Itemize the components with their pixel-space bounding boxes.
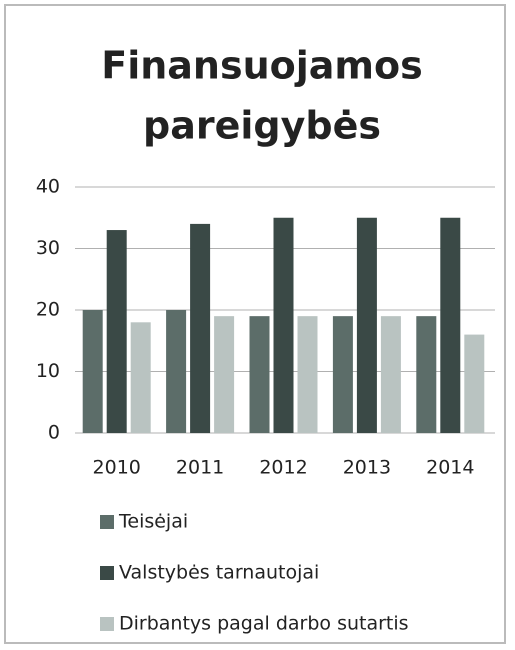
- chart-title: Finansuojamos: [101, 44, 423, 88]
- y-tick-label: 0: [48, 422, 60, 444]
- bar: [440, 217, 461, 433]
- bar: [190, 223, 211, 433]
- y-tick-label: 10: [36, 360, 60, 382]
- x-tick-label: 2010: [93, 457, 141, 479]
- x-tick-label: 2014: [426, 457, 474, 479]
- legend-label: Dirbantys pagal darbo sutartis: [119, 613, 409, 635]
- bar: [82, 310, 103, 433]
- legend-swatch: [100, 617, 114, 631]
- bar: [273, 217, 294, 433]
- x-tick-label: 2013: [343, 457, 391, 479]
- bar: [356, 217, 377, 433]
- bar: [332, 316, 353, 433]
- x-tick-label: 2012: [259, 457, 307, 479]
- y-tick-label: 30: [36, 237, 60, 259]
- y-tick-label: 40: [36, 176, 60, 198]
- bar: [214, 316, 235, 433]
- x-tick-label: 2011: [176, 457, 224, 479]
- bar: [106, 230, 127, 433]
- legend-label: Valstybės tarnautojai: [119, 562, 319, 584]
- bar: [130, 322, 151, 433]
- legend-label: Teisėjai: [118, 511, 188, 533]
- bar: [380, 316, 401, 433]
- bar: [166, 310, 187, 433]
- y-tick-label: 20: [36, 299, 60, 321]
- legend-swatch: [100, 515, 114, 529]
- bar: [249, 316, 270, 433]
- legend-swatch: [100, 566, 114, 580]
- bar: [416, 316, 437, 433]
- chart-title: pareigybės: [143, 104, 381, 148]
- bar: [297, 316, 318, 433]
- bar: [464, 334, 485, 433]
